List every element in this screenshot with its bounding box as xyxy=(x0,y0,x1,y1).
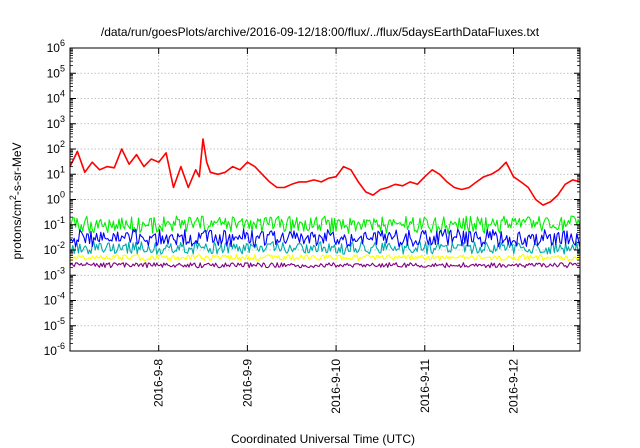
plot-frame xyxy=(69,47,581,352)
plot-series xyxy=(69,138,581,269)
y-axis-label: protons/cm2-s-sr-MeV xyxy=(8,142,24,259)
y-tick-label: 10-3 xyxy=(44,265,65,282)
chart-title: /data/run/goesPlots/archive/2016-09-12/1… xyxy=(101,25,540,39)
y-tick-label: 102 xyxy=(47,139,65,156)
y-tick-label: 10-6 xyxy=(44,341,65,358)
series-line xyxy=(69,262,580,269)
x-axis-label: Coordinated Universal Time (UTC) xyxy=(231,432,415,446)
y-tick-label: 105 xyxy=(47,63,65,80)
y-axis-label-prefix: protons/cm xyxy=(10,200,24,259)
series-line xyxy=(69,215,581,235)
y-axis-label-suffix: -s-sr-MeV xyxy=(10,142,24,195)
y-tick-label: 103 xyxy=(47,114,65,131)
y-tick-label: 10-4 xyxy=(44,291,65,308)
series-line xyxy=(69,241,581,255)
series-line xyxy=(69,138,581,206)
x-tick-label: 2016-9-11 xyxy=(418,359,432,413)
y-tick-label: 100 xyxy=(47,190,65,207)
x-tick-label: 2016-9-8 xyxy=(152,359,166,407)
x-tick-labels: 2016-9-8 2016-9-9 2016-9-10 2016-9-11 2016-9… xyxy=(152,359,521,414)
series-line xyxy=(69,228,581,248)
axis-ticks xyxy=(70,47,580,352)
x-tick-label: 2016-9-10 xyxy=(329,359,343,414)
y-tick-label: 10-2 xyxy=(44,240,65,257)
y-axis-label-sup: 2 xyxy=(8,195,18,200)
y-tick-label: 106 xyxy=(47,38,65,55)
x-tick-label: 2016-9-9 xyxy=(240,359,254,407)
y-tick-label: 10-5 xyxy=(44,316,65,333)
y-tick-label: 104 xyxy=(47,89,65,106)
series-line xyxy=(69,254,581,262)
y-tick-label: 10-1 xyxy=(44,215,65,232)
x-tick-label: 2016-9-12 xyxy=(506,359,520,414)
y-tick-label: 101 xyxy=(47,164,65,181)
grid xyxy=(70,48,580,351)
y-tick-labels: 106 105 104 103 102 101 100 10-1 10-2 10-3 10-4 10-… xyxy=(44,38,65,358)
